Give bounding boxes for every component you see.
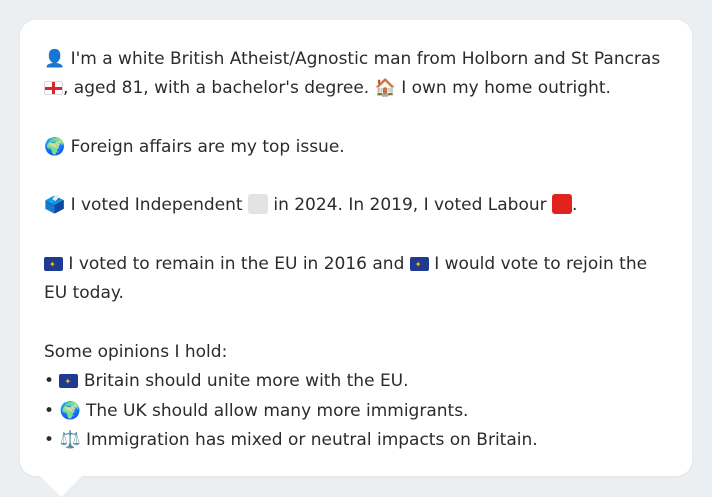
profile-age: , aged 81, with a bachelor's degree.: [63, 78, 369, 98]
eu-flag-icon: [44, 257, 63, 271]
house-icon: 🏠: [375, 78, 396, 98]
labour-color-swatch: [552, 194, 572, 214]
profile-intro: I'm a white British Atheist/Agnostic man…: [71, 49, 661, 69]
opinion-text: The UK should allow many more immigrants…: [86, 401, 468, 421]
opinion-text: Britain should unite more with the EU.: [84, 371, 409, 391]
opinions-heading: Some opinions I hold:: [44, 338, 668, 367]
opinions-list: Britain should unite more with the EU. 🌍…: [44, 367, 668, 455]
list-item: ⚖️ Immigration has mixed or neutral impa…: [44, 426, 668, 455]
person-icon: 👤: [44, 49, 65, 69]
eu-line: I voted to remain in the EU in 2016 and …: [44, 250, 668, 309]
list-item: 🌍 The UK should allow many more immigran…: [44, 397, 668, 426]
globe-icon: 🌍: [59, 401, 80, 421]
votes-text-after: .: [572, 195, 577, 215]
list-item: Britain should unite more with the EU.: [44, 367, 668, 396]
profile-home: I own my home outright.: [401, 78, 611, 98]
persona-card: 👤 I'm a white British Atheist/Agnostic m…: [20, 20, 692, 476]
eu-flag-icon: [410, 257, 429, 271]
eu-flag-icon: [59, 374, 78, 388]
votes-text-before: I voted Independent: [71, 195, 243, 215]
scales-icon: ⚖️: [59, 430, 80, 450]
globe-icon: 🌍: [44, 137, 65, 157]
ballot-box-icon: 🗳️: [44, 195, 65, 215]
votes-line: 🗳️ I voted Independent in 2024. In 2019,…: [44, 191, 668, 220]
independent-color-swatch: [248, 194, 268, 214]
profile-line: 👤 I'm a white British Atheist/Agnostic m…: [44, 45, 668, 104]
top-issue-text: Foreign affairs are my top issue.: [71, 137, 345, 157]
votes-text-middle: in 2024. In 2019, I voted Labour: [273, 195, 546, 215]
england-flag-icon: [44, 81, 63, 95]
top-issue-line: 🌍 Foreign affairs are my top issue.: [44, 133, 668, 162]
speech-bubble-tail: [40, 476, 82, 497]
eu-text-1: I voted to remain in the EU in 2016 and: [68, 254, 404, 274]
opinion-text: Immigration has mixed or neutral impacts…: [86, 430, 538, 450]
